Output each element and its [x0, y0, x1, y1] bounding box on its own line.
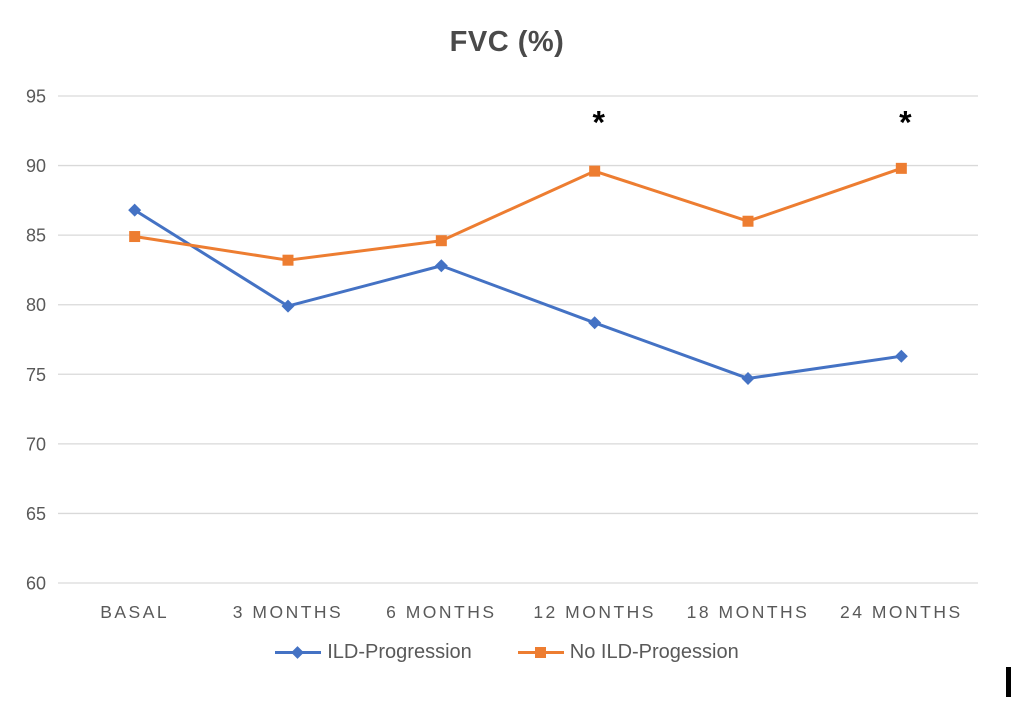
square-data-marker — [895, 162, 907, 174]
y-tick-label: 65 — [26, 504, 46, 524]
diamond-data-marker — [434, 259, 448, 273]
x-tick-label: 18 MONTHS — [687, 602, 810, 622]
x-tick-label: 3 MONTHS — [233, 602, 343, 622]
asterisk-annotation: * — [899, 105, 912, 141]
legend-item-ild-progression: ILD-Progression — [275, 641, 472, 664]
x-tick-label: 12 MONTHS — [533, 602, 656, 622]
x-tick-label: 24 MONTHS — [840, 602, 963, 622]
chart-title: FVC (%) — [449, 26, 565, 58]
square-data-marker — [742, 215, 754, 227]
y-tick-label: 80 — [26, 295, 46, 315]
diamond-data-marker — [894, 349, 908, 363]
series-ild-progression — [128, 203, 908, 385]
legend-label-ild-progression: ILD-Progression — [327, 641, 472, 663]
legend-item-no-ild-progession: No ILD-Progession — [517, 641, 739, 664]
diamond-data-marker — [741, 371, 755, 385]
series-line — [134, 166, 902, 262]
series-line — [133, 208, 902, 380]
x-tick-label: BASAL — [100, 602, 169, 622]
blue-diamond-line-marker-icon — [275, 646, 322, 660]
x-axis-category-labels: BASAL 3 MONTHS 6 MONTHS 12 MONTHS 18 MONTHS 2… — [100, 602, 963, 622]
y-tick-label: 95 — [26, 87, 46, 107]
legend-label-no-ild-progession: No ILD-Progession — [569, 641, 739, 663]
diamond-data-marker — [281, 299, 295, 313]
square-data-marker — [282, 254, 294, 266]
asterisk-annotation: * — [592, 105, 605, 141]
diamond-data-marker — [128, 203, 142, 217]
y-tick-label: 90 — [26, 156, 46, 176]
y-tick-label: 75 — [26, 365, 46, 385]
y-tick-label: 60 — [26, 574, 46, 594]
significance-asterisks: * * — [592, 105, 912, 141]
black-crop-bar — [1006, 667, 1011, 697]
chart-legend: ILD-Progression No ILD-Progession — [0, 641, 1014, 664]
square-data-marker — [129, 231, 141, 243]
y-tick-label: 70 — [26, 434, 46, 454]
square-data-marker — [435, 235, 447, 247]
y-tick-label: 85 — [26, 226, 46, 246]
orange-square-line-marker-icon — [517, 646, 564, 660]
series-no-ild-progession — [129, 162, 907, 266]
diamond-data-marker — [588, 316, 602, 330]
gridlines — [58, 95, 978, 584]
square-data-marker — [589, 165, 601, 177]
x-tick-label: 6 MONTHS — [386, 602, 496, 622]
y-axis-tick-labels: 60 65 70 75 80 85 90 95 — [26, 87, 46, 594]
